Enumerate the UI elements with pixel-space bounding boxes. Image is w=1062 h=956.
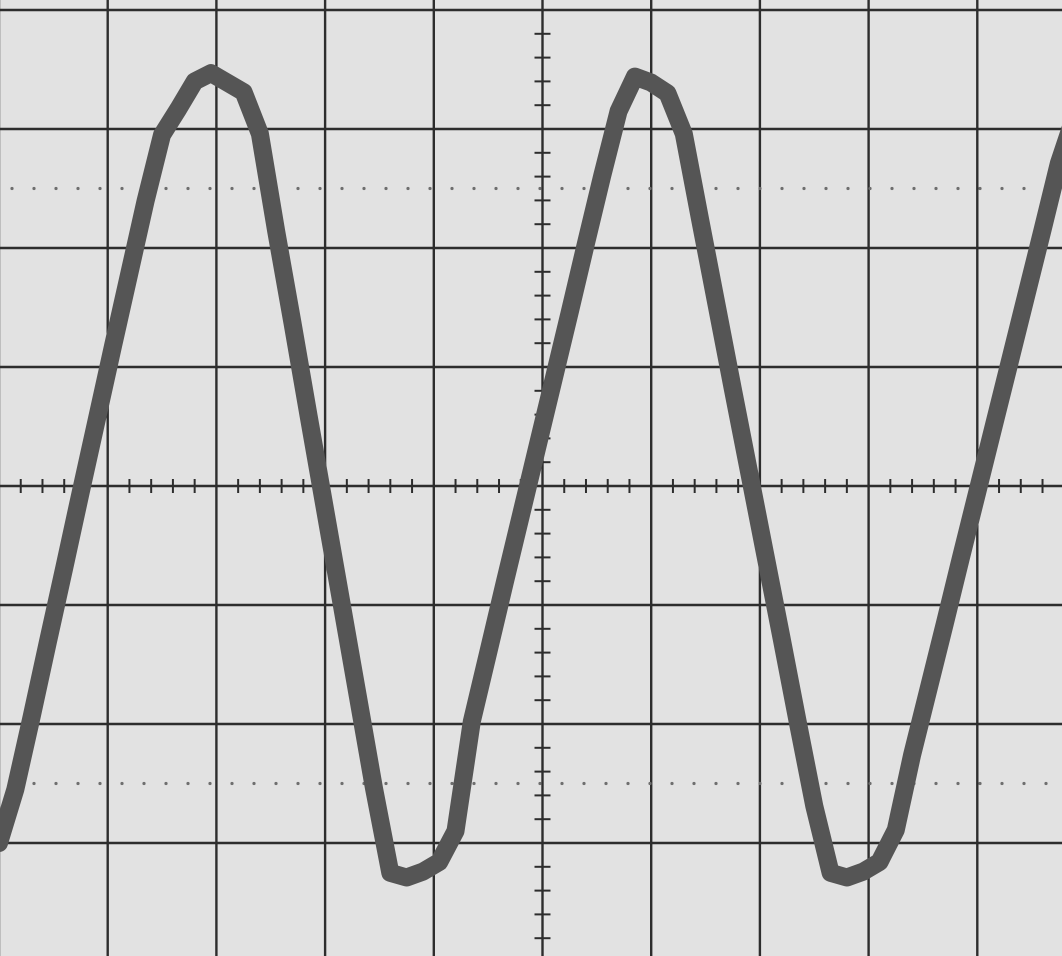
reference-dot <box>846 186 850 191</box>
reference-dot <box>252 781 256 786</box>
reference-dot <box>120 781 124 786</box>
reference-dot <box>186 186 190 191</box>
reference-dot <box>450 781 454 786</box>
axis-minor-ticks <box>19 32 1044 940</box>
reference-dot <box>472 781 476 786</box>
reference-dot <box>736 186 740 191</box>
reference-dot <box>560 781 564 786</box>
reference-dot <box>428 781 432 786</box>
reference-dot <box>516 781 520 786</box>
reference-dot <box>538 781 542 786</box>
reference-dot <box>32 186 36 191</box>
reference-dot <box>10 186 14 191</box>
reference-dot <box>76 186 80 191</box>
reference-dot <box>978 186 982 191</box>
reference-dot <box>890 781 894 786</box>
reference-dot <box>538 186 542 191</box>
reference-dot <box>1000 186 1004 191</box>
reference-dot <box>296 781 300 786</box>
reference-dot <box>846 781 850 786</box>
reference-dot <box>54 781 58 786</box>
reference-dot <box>824 781 828 786</box>
reference-dot <box>560 186 564 191</box>
reference-dot <box>582 186 586 191</box>
reference-dot <box>1022 781 1026 786</box>
reference-dot <box>32 781 36 786</box>
reference-dot <box>824 186 828 191</box>
reference-dot <box>340 781 344 786</box>
reference-dot <box>54 186 58 191</box>
reference-dot <box>208 186 212 191</box>
reference-dot <box>516 186 520 191</box>
reference-dot <box>384 781 388 786</box>
reference-dot <box>802 186 806 191</box>
reference-dot <box>406 186 410 191</box>
reference-dot <box>274 781 278 786</box>
reference-dot <box>318 186 322 191</box>
reference-dot <box>428 186 432 191</box>
reference-dot <box>98 186 102 191</box>
reference-dot <box>648 186 652 191</box>
reference-dot <box>384 186 388 191</box>
reference-dot <box>956 186 960 191</box>
reference-dot <box>912 186 916 191</box>
reference-dot <box>714 186 718 191</box>
reference-dot <box>758 781 762 786</box>
reference-dot <box>956 781 960 786</box>
reference-dot <box>230 781 234 786</box>
reference-dot <box>868 781 872 786</box>
reference-dot <box>76 781 80 786</box>
reference-dot <box>670 186 674 191</box>
reference-dot <box>868 186 872 191</box>
reference-dot <box>934 186 938 191</box>
reference-dot <box>318 781 322 786</box>
reference-dot <box>406 781 410 786</box>
reference-dot <box>670 781 674 786</box>
reference-dot <box>252 186 256 191</box>
reference-dot <box>1022 186 1026 191</box>
reference-dot <box>472 186 476 191</box>
reference-dot <box>978 781 982 786</box>
reference-dot <box>142 781 146 786</box>
reference-dot <box>450 186 454 191</box>
reference-dot <box>648 781 652 786</box>
reference-dot <box>98 781 102 786</box>
reference-dot <box>780 781 784 786</box>
reference-dot <box>714 781 718 786</box>
reference-dot <box>164 186 168 191</box>
reference-dot <box>780 186 784 191</box>
reference-dot <box>692 781 696 786</box>
reference-dot <box>340 186 344 191</box>
reference-dot <box>164 781 168 786</box>
reference-dot <box>934 781 938 786</box>
reference-dot <box>626 186 630 191</box>
reference-dot <box>494 781 498 786</box>
dotted-reference-lines <box>10 186 1048 786</box>
waveform-trace <box>0 64 1062 887</box>
reference-dot <box>186 781 190 786</box>
waveform-traces <box>0 64 1062 887</box>
reference-dot <box>890 186 894 191</box>
reference-dot <box>1044 781 1048 786</box>
reference-dot <box>208 781 212 786</box>
reference-dot <box>296 186 300 191</box>
reference-dot <box>736 781 740 786</box>
reference-dot <box>582 781 586 786</box>
reference-dot <box>604 781 608 786</box>
reference-dot <box>626 781 630 786</box>
reference-dot <box>362 186 366 191</box>
reference-dot <box>230 186 234 191</box>
reference-dot <box>494 186 498 191</box>
reference-dot <box>1000 781 1004 786</box>
reference-dot <box>758 186 762 191</box>
reference-dot <box>120 186 124 191</box>
